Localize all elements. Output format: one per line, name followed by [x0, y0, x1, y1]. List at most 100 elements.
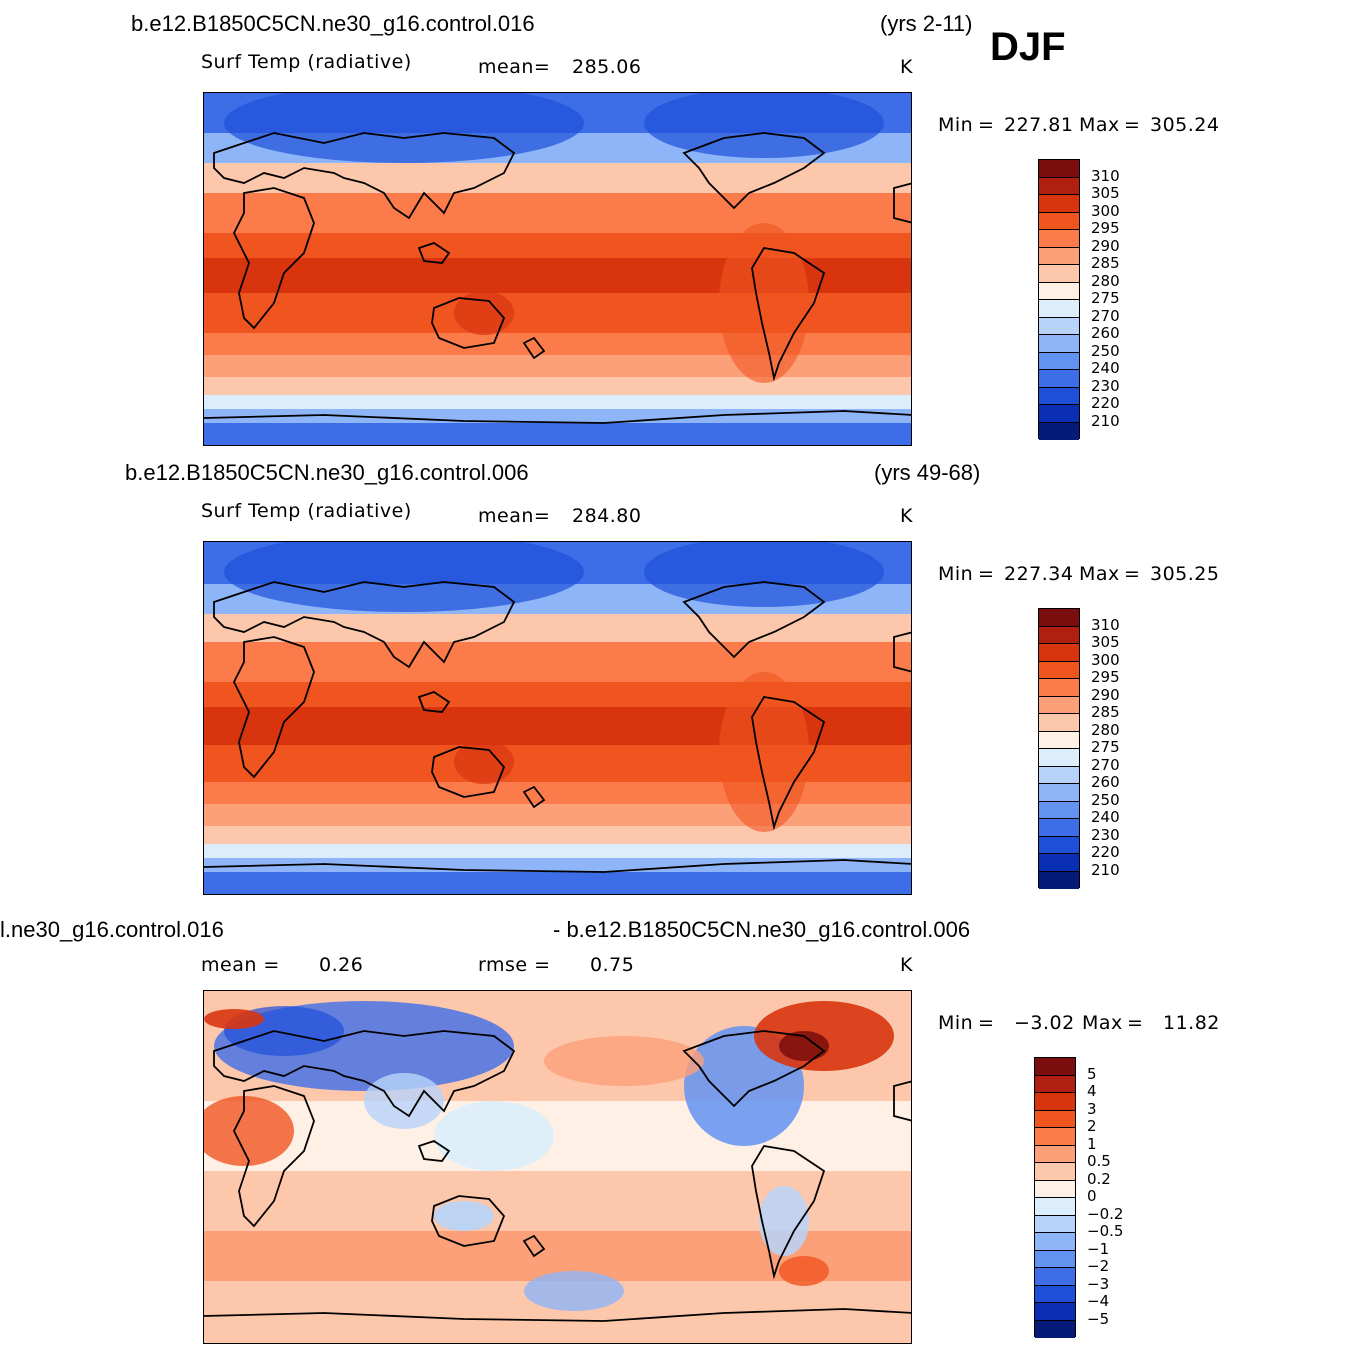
colorbar-segment — [1039, 230, 1079, 248]
colorbar-tick-label: 275 — [1091, 289, 1120, 307]
colorbar-segment — [1039, 195, 1079, 213]
panel3-min-eq: = — [978, 1012, 995, 1034]
panel2-mean-label: mean= — [478, 505, 551, 527]
panel1-variable: Surf Temp (radiative) — [201, 51, 412, 73]
colorbar-tick-label: 250 — [1091, 341, 1120, 360]
colorbar-tick-label: 300 — [1091, 201, 1120, 220]
colorbar-segment — [1039, 300, 1079, 318]
colorbar-tick-label: −2 — [1087, 1257, 1110, 1275]
colorbar-segment — [1039, 177, 1079, 195]
panel1-case-name: b.e12.B1850C5CN.ne30_g16.control.016 — [131, 11, 535, 36]
panel3-units: K — [900, 954, 913, 976]
panel2-map — [203, 541, 912, 895]
colorbar-tick-label: −4 — [1087, 1292, 1110, 1310]
colorbar-segment — [1039, 265, 1079, 283]
colorbar-tick-label: 250 — [1091, 790, 1120, 809]
colorbar-segment — [1035, 1058, 1075, 1076]
colorbar-segment — [1035, 1163, 1075, 1181]
colorbar-tick-label: −0.2 — [1087, 1204, 1124, 1223]
panel1-max-eq: = — [1124, 114, 1141, 136]
colorbar-tick-label: 300 — [1091, 650, 1120, 669]
panel2-mean-value: 284.80 — [572, 505, 642, 527]
panel2-years: (yrs 49-68) — [874, 460, 981, 485]
colorbar-tick-label: 230 — [1091, 825, 1120, 844]
colorbar-tick-label: 305 — [1091, 184, 1120, 202]
panel2-min-value: 227.34 — [1004, 563, 1074, 585]
colorbar-segment — [1039, 714, 1079, 732]
panel2-map-field — [204, 542, 911, 894]
panel3-mean-value: 0.26 — [319, 954, 364, 976]
colorbar-tick-label: 280 — [1091, 720, 1120, 739]
colorbar-tick-label: −1 — [1087, 1239, 1110, 1258]
colorbar-segment — [1035, 1128, 1075, 1146]
panel1-mean-value: 285.06 — [572, 56, 642, 78]
colorbar-tick-label: 310 — [1091, 615, 1120, 634]
colorbar-tick-label: 260 — [1091, 324, 1120, 342]
season-label: DJF — [990, 25, 1066, 69]
panel3-min-label: Min — [938, 1012, 974, 1034]
colorbar-segment — [1035, 1233, 1075, 1251]
colorbar-tick-label: 280 — [1091, 271, 1120, 290]
colorbar-segment — [1039, 212, 1079, 230]
colorbar-segment — [1039, 801, 1079, 819]
panel3-max-value: 11.82 — [1163, 1012, 1220, 1034]
colorbar-tick-label: 210 — [1091, 411, 1120, 430]
colorbar-segment — [1039, 335, 1079, 353]
colorbar-tick-label: 210 — [1091, 860, 1120, 879]
colorbar-segment — [1039, 644, 1079, 662]
colorbar-segment — [1035, 1215, 1075, 1233]
colorbar-segment — [1039, 387, 1079, 405]
colorbar-tick-label: 0.5 — [1087, 1152, 1111, 1170]
colorbar-segment — [1039, 749, 1079, 767]
panel1-map — [203, 92, 912, 446]
panel1-max-label: Max — [1079, 114, 1120, 136]
colorbar-segment — [1039, 696, 1079, 714]
panel1-max-value: 305.24 — [1150, 114, 1220, 136]
colorbar-tick-label: 290 — [1091, 236, 1120, 255]
panel3-max-label: Max — [1082, 1012, 1123, 1034]
panel2-max-eq: = — [1124, 563, 1141, 585]
colorbar-tick-label: −5 — [1087, 1309, 1110, 1328]
colorbar-segment — [1039, 871, 1079, 889]
colorbar-tick-label: 240 — [1091, 359, 1120, 377]
colorbar-tick-label: 4 — [1087, 1082, 1097, 1100]
colorbar-tick-label: 270 — [1091, 306, 1120, 325]
panel1-years: (yrs 2-11) — [880, 11, 973, 36]
colorbar-tick-label: 295 — [1091, 219, 1120, 237]
colorbar-tick-label: −0.5 — [1087, 1222, 1124, 1240]
colorbar-tick-label: 260 — [1091, 773, 1120, 791]
colorbar-segment — [1039, 854, 1079, 872]
colorbar-tick-label: 270 — [1091, 755, 1120, 774]
panel1-units: K — [900, 56, 913, 78]
panel1-colorbar — [1038, 159, 1080, 440]
panel3-colorbar — [1034, 1057, 1076, 1338]
panel1-min-value: 227.81 — [1004, 114, 1074, 136]
colorbar-segment — [1039, 405, 1079, 423]
colorbar-segment — [1039, 370, 1079, 388]
colorbar-segment — [1039, 731, 1079, 749]
panel3-min-value: −3.02 — [1014, 1012, 1075, 1034]
colorbar-segment — [1039, 626, 1079, 644]
panel3-diff-right: - b.e12.B1850C5CN.ne30_g16.control.006 — [553, 917, 971, 942]
panel2-units: K — [900, 505, 913, 527]
colorbar-tick-label: 285 — [1091, 703, 1120, 721]
panel3-diff-left: l.ne30_g16.control.016 — [0, 917, 224, 942]
panel1-min-eq: = — [978, 114, 995, 136]
panel2-min-eq: = — [978, 563, 995, 585]
panel1-min-label: Min — [938, 114, 974, 136]
colorbar-tick-label: 290 — [1091, 685, 1120, 704]
colorbar-tick-label: 1 — [1087, 1134, 1097, 1153]
colorbar-tick-label: −3 — [1087, 1274, 1110, 1293]
colorbar-tick-label: 0.2 — [1087, 1169, 1111, 1188]
colorbar-tick-label: 2 — [1087, 1117, 1097, 1135]
colorbar-segment — [1035, 1268, 1075, 1286]
colorbar-segment — [1035, 1250, 1075, 1268]
colorbar-tick-label: 310 — [1091, 166, 1120, 185]
colorbar-segment — [1039, 422, 1079, 440]
colorbar-tick-label: 295 — [1091, 668, 1120, 686]
colorbar-segment — [1039, 247, 1079, 265]
panel2-min-label: Min — [938, 563, 974, 585]
colorbar-segment — [1035, 1075, 1075, 1093]
colorbar-segment — [1039, 784, 1079, 802]
panel2-max-label: Max — [1079, 563, 1120, 585]
